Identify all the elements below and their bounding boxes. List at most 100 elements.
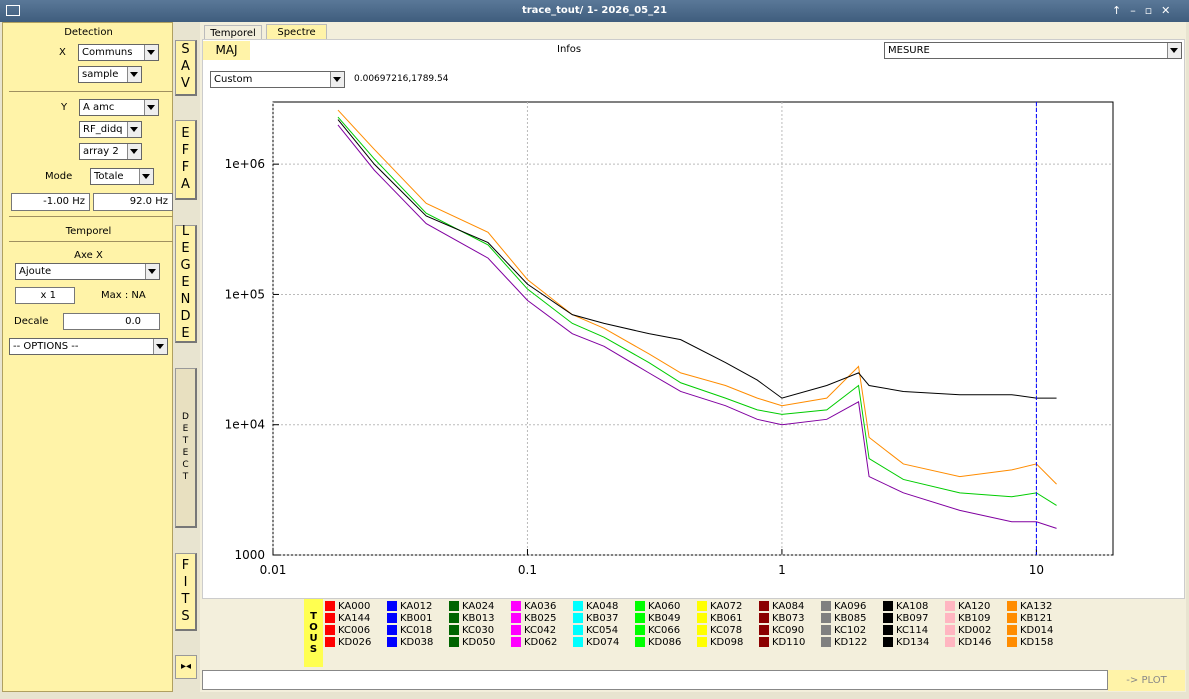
legend-entry[interactable]: KC018	[387, 624, 447, 636]
dropdown[interactable]: RF_didq	[79, 121, 142, 138]
legend-entry[interactable]: KD014	[1007, 624, 1067, 636]
legend-entry[interactable]: KD074	[573, 636, 633, 648]
legend-entry[interactable]: KC078	[697, 624, 757, 636]
legend-label: KD038	[400, 636, 434, 648]
separator	[9, 241, 173, 242]
legend-entry[interactable]: KB049	[635, 612, 695, 624]
legend-entry[interactable]: KD062	[511, 636, 571, 648]
legend-entry[interactable]: KC066	[635, 624, 695, 636]
legend-entry[interactable]: KA036	[511, 600, 571, 612]
legend-swatch	[325, 637, 335, 647]
legend-swatch	[449, 601, 459, 611]
legend-entry[interactable]: KC090	[759, 624, 819, 636]
all-button[interactable]: TOUS	[304, 599, 323, 667]
legend-entry[interactable]: KD086	[635, 636, 695, 648]
legend-entry[interactable]: KD122	[821, 636, 881, 648]
spinbox[interactable]: 0.0	[63, 313, 160, 330]
legend-entry[interactable]: KC030	[449, 624, 509, 636]
side-button[interactable]: FITS	[175, 553, 197, 631]
command-input[interactable]	[202, 670, 1108, 690]
legend-entry[interactable]: KA096	[821, 600, 881, 612]
legend-label: KC102	[834, 624, 867, 636]
legend-entry[interactable]: KB085	[821, 612, 881, 624]
legend-entry[interactable]: KA060	[635, 600, 695, 612]
dropdown[interactable]: sample	[78, 66, 142, 83]
legend-entry[interactable]: KA084	[759, 600, 819, 612]
legend-swatch	[697, 637, 707, 647]
legend-label: KC030	[462, 624, 495, 636]
dropdown[interactable]: Custom	[210, 71, 345, 88]
window-controls[interactable]: ↑–▫✕	[1112, 4, 1180, 17]
legend-entry[interactable]: KB025	[511, 612, 571, 624]
legend-entry[interactable]: KD146	[945, 636, 1005, 648]
button[interactable]: MAJ	[203, 41, 250, 60]
legend-swatch	[1007, 637, 1017, 647]
legend-entry[interactable]: KA120	[945, 600, 1005, 612]
legend-entry[interactable]: KA132	[1007, 600, 1067, 612]
dropdown[interactable]: array 2	[79, 143, 142, 160]
legend-entry[interactable]: KD002	[945, 624, 1005, 636]
legend-entry[interactable]: KA024	[449, 600, 509, 612]
legend-entry[interactable]: KD050	[449, 636, 509, 648]
legend-entry[interactable]: KA072	[697, 600, 757, 612]
x-tick-label: 0.1	[518, 563, 537, 577]
legend-entry[interactable]: KA144	[325, 612, 385, 624]
legend-entry[interactable]: KA048	[573, 600, 633, 612]
legend-entry[interactable]: KB001	[387, 612, 447, 624]
legend-swatch	[1007, 625, 1017, 635]
legend-entry[interactable]: KD134	[883, 636, 943, 648]
legend-entry[interactable]: KA108	[883, 600, 943, 612]
legend-entry[interactable]: KD098	[697, 636, 757, 648]
legend-entry[interactable]: KD026	[325, 636, 385, 648]
legend-entry[interactable]: KB037	[573, 612, 633, 624]
legend-label: KB097	[896, 612, 929, 624]
legend-label: KD062	[524, 636, 558, 648]
legend-label: KD098	[710, 636, 744, 648]
collapse-button[interactable]: ▸◂	[175, 655, 197, 679]
dropdown[interactable]: A amc	[79, 99, 159, 116]
legend-swatch	[883, 625, 893, 635]
side-button[interactable]: SAV	[175, 40, 197, 96]
heading: Detection	[64, 27, 113, 38]
legend-swatch	[945, 613, 955, 623]
legend-entry[interactable]: KD158	[1007, 636, 1067, 648]
window-menu[interactable]	[6, 5, 20, 16]
legend-entry[interactable]: KA012	[387, 600, 447, 612]
side-button[interactable]: EFFA	[175, 120, 197, 200]
dropdown[interactable]: -- OPTIONS --	[9, 338, 168, 355]
legend-swatch	[635, 625, 645, 635]
legend-entry[interactable]: KD038	[387, 636, 447, 648]
dropdown[interactable]: Communs	[78, 44, 159, 61]
input[interactable]: 92.0 Hz	[93, 193, 173, 211]
input[interactable]: -1.00 Hz	[11, 193, 90, 211]
legend-entry[interactable]: KB073	[759, 612, 819, 624]
legend-entry[interactable]: KC114	[883, 624, 943, 636]
spinbox[interactable]: x 1	[15, 287, 75, 304]
legend-entry[interactable]: KB109	[945, 612, 1005, 624]
legend-label: KB061	[710, 612, 743, 624]
legend-swatch	[883, 601, 893, 611]
legend-entry[interactable]: KB013	[449, 612, 509, 624]
side-button[interactable]: DETECT	[175, 368, 197, 528]
legend-entry[interactable]: KC042	[511, 624, 571, 636]
dropdown[interactable]: Totale	[90, 168, 154, 185]
legend-label: KA024	[462, 600, 495, 612]
plot-button[interactable]: -> PLOT	[1108, 670, 1185, 691]
legend-entry[interactable]: KD110	[759, 636, 819, 648]
x-tick-label: 10	[1029, 563, 1044, 577]
dropdown[interactable]: MESURE	[884, 42, 1182, 59]
range-readout: 0.00697216,1789.54	[354, 74, 449, 84]
dropdown[interactable]: Ajoute	[15, 263, 160, 280]
side-button[interactable]: LEGENDE	[175, 224, 197, 343]
legend-label: KD158	[1020, 636, 1054, 648]
legend-entry[interactable]: KB061	[697, 612, 757, 624]
legend-label: KB073	[772, 612, 805, 624]
legend-entry[interactable]: KB097	[883, 612, 943, 624]
legend-entry[interactable]: KC102	[821, 624, 881, 636]
label: Y	[61, 102, 68, 113]
legend-entry[interactable]: KC006	[325, 624, 385, 636]
legend-entry[interactable]: KB121	[1007, 612, 1067, 624]
legend-entry[interactable]: KA000	[325, 600, 385, 612]
legend-label: KB025	[524, 612, 557, 624]
legend-entry[interactable]: KC054	[573, 624, 633, 636]
